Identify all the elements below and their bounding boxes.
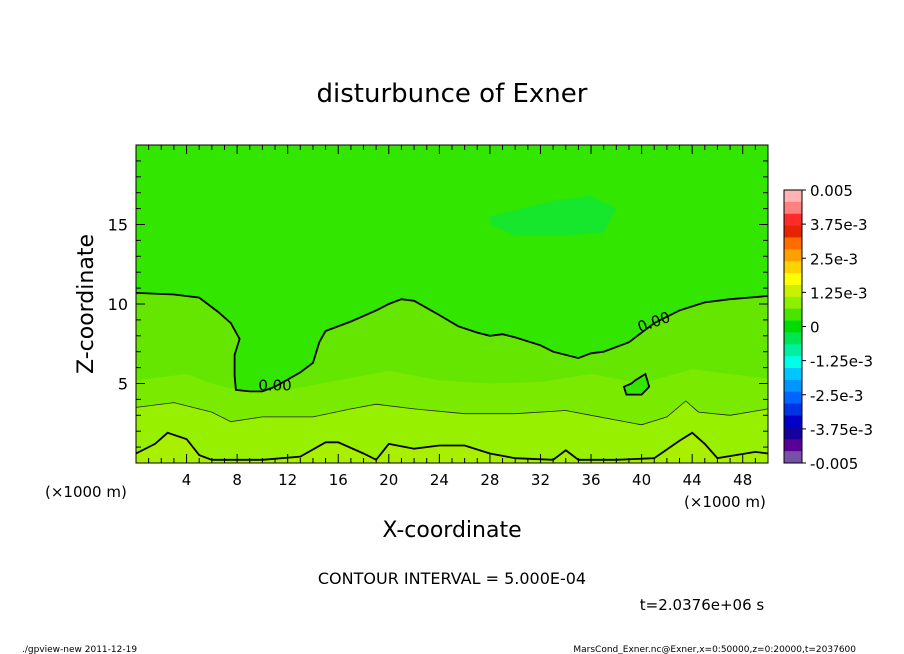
colorbar-swatch <box>784 296 802 310</box>
colorbar-swatch <box>784 284 802 298</box>
x-unit-label-left: (×1000 m) <box>45 483 127 501</box>
colorbar-swatch <box>784 261 802 274</box>
region-band-low <box>136 401 768 463</box>
colorbar-label: 2.5e-3 <box>810 250 858 268</box>
colorbar-swatch <box>784 451 802 464</box>
y-tick-label: 15 <box>108 216 128 235</box>
colorbar-label: -1.25e-3 <box>810 353 873 371</box>
y-tick-label: 5 <box>118 375 128 394</box>
y-tick-label: 10 <box>108 295 128 314</box>
x-tick-label: 4 <box>182 471 192 489</box>
x-tick-label: 8 <box>232 471 242 489</box>
colorbar-label: -0.005 <box>810 455 858 473</box>
colorbar-swatch <box>784 225 802 238</box>
colorbar-swatch <box>784 273 802 286</box>
thin-contour-line <box>136 400 768 426</box>
colorbar-swatch <box>784 190 802 203</box>
colorbar-swatch <box>784 332 802 345</box>
x-tick-label: 44 <box>683 471 702 489</box>
colorbar-label: 1.25e-3 <box>810 284 868 302</box>
footer-right: MarsCond_Exner.nc@Exner,x=0:50000,z=0:20… <box>573 645 856 654</box>
colorbar-swatch <box>784 320 802 333</box>
colorbar-swatch <box>784 368 802 381</box>
colorbar-swatch <box>784 356 802 369</box>
colorbar-swatch <box>784 403 802 417</box>
x-tick-label: 32 <box>531 471 550 489</box>
x-tick-label: 40 <box>632 471 651 489</box>
x-tick-label: 16 <box>329 471 348 489</box>
colorbar-swatch <box>784 249 802 262</box>
colorbar-label: 3.75e-3 <box>810 216 868 234</box>
colorbar-label: -2.5e-3 <box>810 387 863 405</box>
bottom-contour-line <box>136 431 768 461</box>
colorbar-label: 0 <box>810 319 820 337</box>
colorbar-label: 0.005 <box>810 182 853 200</box>
closed-contour-line <box>622 372 651 396</box>
x-tick-label: 28 <box>480 471 499 489</box>
colorbar-swatch <box>784 308 802 322</box>
region-island <box>623 374 650 395</box>
contour-interval-label: CONTOUR INTERVAL = 5.000E-04 <box>318 569 586 588</box>
x-unit-label-right: (×1000 m) <box>684 493 766 511</box>
x-axis-label: X-coordinate <box>382 518 521 543</box>
colorbar-swatch <box>784 344 802 357</box>
colorbar-swatch <box>784 391 802 405</box>
colorbar: 0.005 3.75e-3 2.5e-3 1.25e-3 0 -1.25e-3 -2.5e-… <box>783 182 873 473</box>
colorbar-swatch <box>784 439 802 452</box>
x-tick-label: 20 <box>379 471 398 489</box>
colorbar-swatch <box>784 201 802 215</box>
region-negative-blob <box>489 195 617 236</box>
x-tick-label: 12 <box>278 471 297 489</box>
x-tick-label: 36 <box>581 471 600 489</box>
x-tick-label: 24 <box>430 471 449 489</box>
colorbar-label: -3.75e-3 <box>810 421 873 439</box>
region-bottom <box>136 432 768 463</box>
chart-title: disturbunce of Exner <box>317 79 588 109</box>
colorbar-swatch <box>784 237 802 250</box>
time-label: t=2.0376e+06 s <box>640 596 765 614</box>
footer-left: ./gpview-new 2011-12-19 <box>22 645 137 654</box>
colorbar-swatch <box>784 427 802 440</box>
y-axis-label: Z-coordinate <box>74 234 99 374</box>
colorbar-swatch <box>784 415 802 428</box>
x-tick-label: 48 <box>733 471 752 489</box>
zero-contour-line <box>136 292 768 393</box>
colorbar-swatch <box>784 213 802 227</box>
contour-label: 0.00 <box>258 377 291 395</box>
colorbar-swatch <box>784 379 802 393</box>
